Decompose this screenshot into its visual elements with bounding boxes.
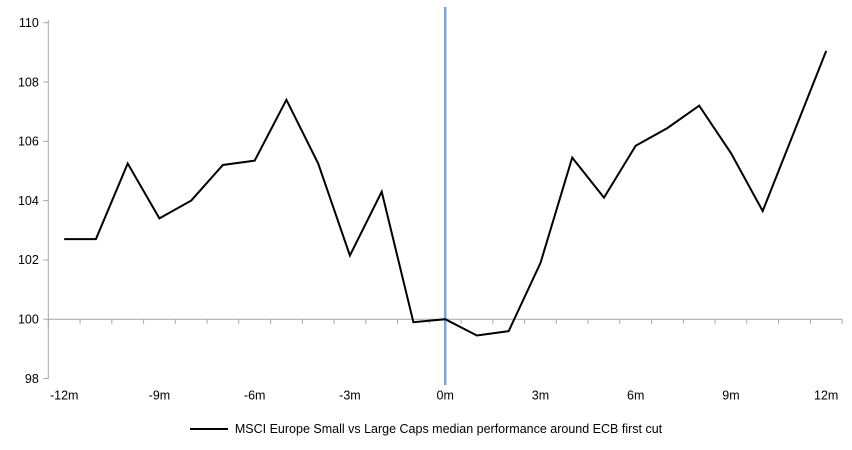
y-axis-label: 100 [18,313,39,327]
x-axis-label: -9m [149,389,171,403]
legend: MSCI Europe Small vs Large Caps median p… [0,421,852,437]
y-axis-label: 108 [18,75,39,89]
y-axis-label: 102 [18,253,39,267]
x-axis-label: 3m [532,389,549,403]
legend-line-sample [189,428,228,430]
y-axis-label: 98 [25,372,39,386]
legend-label: MSCI Europe Small vs Large Caps median p… [234,422,663,436]
x-axis-label: -6m [244,389,266,403]
x-axis-label: 0m [437,389,454,403]
x-axis-label: 6m [627,389,644,403]
series-line [64,50,828,337]
y-axis-label: 110 [19,16,39,30]
x-axis-label: 9m [722,389,739,403]
x-axis-label: -12m [50,389,78,403]
x-axis-label: -3m [339,389,361,403]
x-axis-label: 12m [814,389,838,403]
y-axis-label: 106 [18,135,39,149]
y-axis-label: 104 [18,194,39,208]
